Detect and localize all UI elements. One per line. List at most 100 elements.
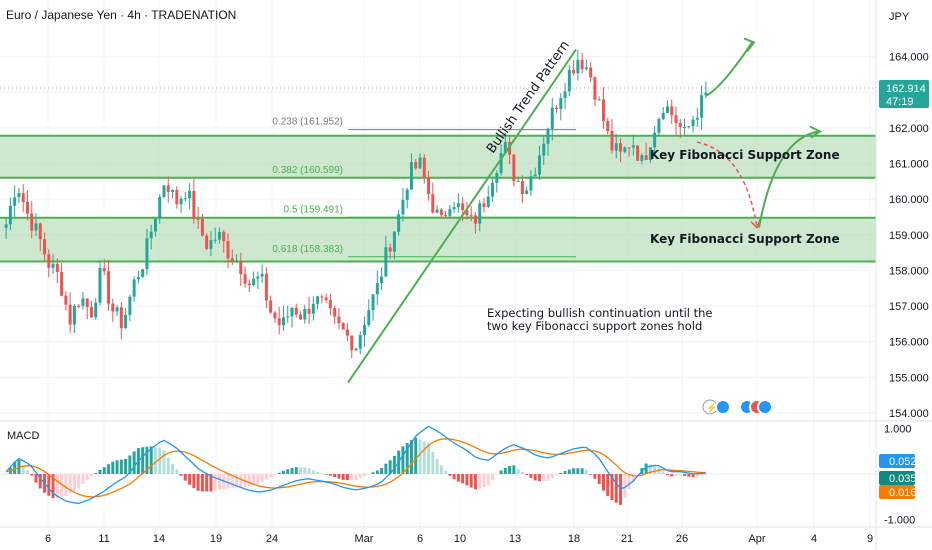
macd-histogram-bar <box>601 474 605 491</box>
candle-body <box>678 122 682 127</box>
candle-body <box>465 210 469 216</box>
event-icons[interactable]: ⚡ <box>702 399 773 415</box>
macd-histogram-bar <box>213 474 217 491</box>
candle-body <box>363 324 367 336</box>
macd-histogram-bar <box>555 474 559 476</box>
macd-histogram-bar <box>307 468 311 474</box>
candle-body <box>149 231 153 239</box>
macd-histogram-bar <box>431 452 435 474</box>
candle-body <box>495 173 499 183</box>
candle-body <box>286 316 290 318</box>
macd-histogram-bar <box>316 472 320 474</box>
candle-body <box>431 194 435 213</box>
candle-body <box>158 196 162 219</box>
candle-body <box>444 214 448 216</box>
candle-body <box>567 69 571 92</box>
macd-histogram-bar <box>405 442 409 474</box>
macd-histogram-bar <box>47 474 51 496</box>
macd-value-badge <box>879 485 915 499</box>
price-tick-label: 155.000 <box>889 372 929 384</box>
macd-histogram-bar <box>439 465 443 474</box>
candle-body <box>175 189 179 205</box>
candle-body <box>307 308 311 314</box>
macd-histogram-bar <box>572 468 576 474</box>
macd-histogram-bar <box>537 474 541 482</box>
macd-histogram-bar <box>627 474 631 490</box>
macd-histogram-bar <box>60 474 64 497</box>
candle-body <box>665 106 669 113</box>
macd-histogram-bar <box>491 474 495 480</box>
candle-body <box>392 231 396 252</box>
time-tick-label: 21 <box>621 533 633 545</box>
macd-histogram-bar <box>631 474 635 483</box>
candle-body <box>405 189 409 200</box>
candle-body <box>537 155 541 175</box>
macd-histogram-bar <box>235 474 239 488</box>
candle-body <box>461 203 465 211</box>
macd-histogram-bar <box>358 474 362 478</box>
time-tick-label: 13 <box>509 533 521 545</box>
macd-histogram-bar <box>102 467 106 474</box>
candle-body <box>486 196 490 207</box>
symbol-title: Euro / Japanese Yen · 4h · TRADENATION <box>6 8 236 22</box>
macd-histogram-bar <box>653 464 657 474</box>
macd-histogram-bar <box>34 474 38 483</box>
candle-body <box>683 126 687 128</box>
time-tick-label: 24 <box>266 533 278 545</box>
macd-histogram-bar <box>380 467 384 474</box>
macd-histogram-bar <box>337 474 341 479</box>
macd-histogram-bar <box>294 467 298 474</box>
macd-histogram-bar <box>333 474 337 478</box>
candle-body <box>281 317 285 326</box>
macd-histogram-bar <box>418 439 422 474</box>
economic-event-icon-4[interactable] <box>757 399 773 415</box>
candle-body <box>687 126 691 128</box>
last-price-badge <box>879 80 929 108</box>
candle-body <box>30 213 34 231</box>
candle-body <box>141 269 145 278</box>
candle-body <box>21 193 25 203</box>
candle-body <box>520 181 524 195</box>
candle-body <box>43 239 47 255</box>
macd-histogram-bar <box>77 474 81 489</box>
macd-histogram-bar <box>392 455 396 474</box>
macd-histogram-bar <box>4 474 8 475</box>
candle-body <box>145 238 149 270</box>
macd-histogram-bar <box>700 474 704 476</box>
fib-label: 0.238 (161.952) <box>272 117 343 128</box>
candle-body <box>499 152 503 174</box>
macd-histogram-bar <box>320 473 324 474</box>
macd-histogram-bar <box>482 474 486 487</box>
macd-histogram-bar <box>503 467 507 474</box>
candle-body <box>303 308 307 320</box>
macd-histogram-bar <box>192 474 196 489</box>
candle-body <box>572 69 576 74</box>
candle-body <box>89 307 93 318</box>
candle-body <box>695 117 699 120</box>
price-grid <box>0 56 876 414</box>
candle-body <box>704 92 708 96</box>
macd-histogram-bar <box>217 474 221 490</box>
macd-histogram-bar <box>478 474 482 489</box>
candle-body <box>593 77 597 100</box>
macd-histogram-bar <box>648 464 652 474</box>
bar-countdown: 47:19 <box>886 96 914 108</box>
candle-body <box>648 147 652 161</box>
candle-body <box>478 203 482 224</box>
comment-line-1: Expecting bullish continuation until the <box>487 306 713 320</box>
candle-body <box>256 276 260 279</box>
price-tick-label: 157.000 <box>889 301 929 313</box>
candle-body <box>337 316 341 324</box>
candle-body <box>550 107 554 129</box>
macd-histogram-bar <box>486 474 490 486</box>
macd-histogram-bar <box>367 474 371 475</box>
candle-body <box>153 218 157 232</box>
candle-body <box>371 294 375 311</box>
time-tick-label: 9 <box>867 533 873 545</box>
candle-body <box>111 303 115 312</box>
candle-body <box>269 300 273 313</box>
time-tick-label: 4 <box>811 533 817 545</box>
chart-drawings <box>347 37 822 384</box>
economic-event-icon[interactable] <box>715 399 731 415</box>
